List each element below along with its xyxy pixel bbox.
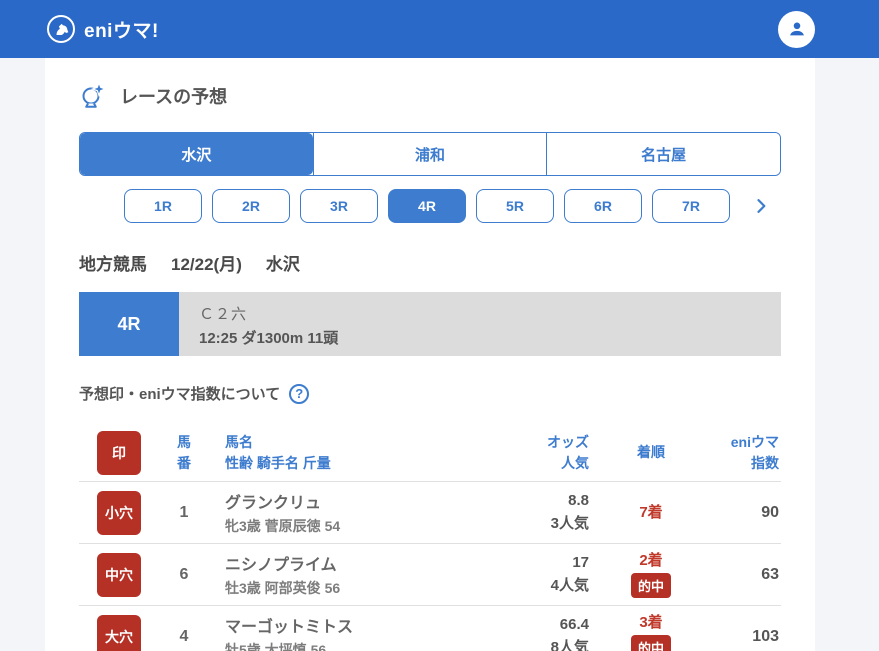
horse-number: 6 xyxy=(179,565,189,583)
help-icon[interactable]: ? xyxy=(289,383,310,404)
race-tab-1r[interactable]: 1R xyxy=(124,189,202,223)
about-label: 予想印・eniウマ指数について xyxy=(79,386,281,403)
popularity-value: 3人気 xyxy=(550,514,589,532)
table-row[interactable]: 小穴 1 グランクリュ 牝3歳 菅原辰徳 54 8.8 3人気 7着 90 xyxy=(79,482,781,544)
header-odds: オッズ 人気 xyxy=(547,434,589,471)
app-logo-text: eniウマ! xyxy=(84,20,159,42)
horse-name: グランクリュ xyxy=(225,495,322,512)
mark-header-badge: 印 xyxy=(97,430,141,475)
hit-badge: 的中 xyxy=(630,634,671,651)
header-index: eniウマ 指数 xyxy=(730,434,779,471)
odds-value: 66.4 xyxy=(559,616,589,633)
race-tab-4r[interactable]: 4R xyxy=(388,189,466,223)
race-category-label: 地方競馬 xyxy=(79,255,147,274)
race-venue-label: 水沢 xyxy=(265,255,300,274)
table-header-row: 印 馬 番 馬名 性齢 騎手名 斤量 オッズ 人気 着順 eniウマ 指数 xyxy=(79,424,781,482)
race-date-label: 12/22(月) xyxy=(171,255,242,274)
horse-number: 1 xyxy=(179,503,189,521)
prediction-mark-badge: 中穴 xyxy=(97,552,141,597)
prediction-mark-badge: 小穴 xyxy=(97,490,141,535)
race-class-name: Ｃ２六 xyxy=(199,306,248,323)
crystal-ball-icon xyxy=(79,82,107,110)
table-row[interactable]: 中穴 6 ニシノプライム 牡3歳 阿部英俊 56 17 4人気 2着 的中 63 xyxy=(79,544,781,606)
venue-tab-urawa[interactable]: 浦和 xyxy=(312,133,547,175)
race-details: 12:25 ダ1300m 11頭 xyxy=(199,330,339,347)
eniuma-index: 90 xyxy=(761,503,779,521)
race-tab-bar: 1R 2R 3R 4R 5R 6R 7R xyxy=(124,188,781,224)
page-title: レースの予想 xyxy=(120,87,228,107)
popularity-value: 4人気 xyxy=(550,576,589,594)
header-result: 着順 xyxy=(637,444,665,461)
race-banner-body: Ｃ２六 12:25 ダ1300m 11頭 xyxy=(179,292,781,356)
hit-badge: 的中 xyxy=(630,572,671,598)
horse-logo-icon xyxy=(46,14,76,44)
race-tab-7r[interactable]: 7R xyxy=(652,189,730,223)
race-tabs-next-button[interactable] xyxy=(751,196,771,216)
venue-tab-nagoya[interactable]: 名古屋 xyxy=(546,133,780,175)
finish-position: 7着 xyxy=(639,503,663,521)
eniuma-index: 103 xyxy=(752,627,779,645)
user-icon xyxy=(786,18,808,40)
header-number: 馬 番 xyxy=(177,434,191,471)
race-tab-3r[interactable]: 3R xyxy=(300,189,378,223)
app-logo[interactable]: eniウマ! xyxy=(46,14,159,44)
table-row[interactable]: 大穴 4 マーゴットミトス 牡5歳 大坪慎 56 66.4 8人気 3着 的中 … xyxy=(79,606,781,651)
eniuma-index: 63 xyxy=(761,565,779,583)
race-number-badge: 4R xyxy=(79,292,179,356)
section-title: レースの予想 xyxy=(79,82,781,110)
header-mark: 印 xyxy=(79,430,159,475)
prediction-table: 印 馬 番 馬名 性齢 騎手名 斤量 オッズ 人気 着順 eniウマ 指数 小穴 xyxy=(79,424,781,651)
horse-name: マーゴットミトス xyxy=(225,619,354,636)
prediction-mark-badge: 大穴 xyxy=(97,614,141,651)
horse-detail: 牡5歳 大坪慎 56 xyxy=(225,642,327,651)
odds-value: 8.8 xyxy=(568,492,589,509)
user-account-button[interactable] xyxy=(778,10,815,48)
race-tab-2r[interactable]: 2R xyxy=(212,189,290,223)
about-line: 予想印・eniウマ指数について ? xyxy=(79,383,781,404)
horse-name: ニシノプライム xyxy=(225,557,337,574)
odds-value: 17 xyxy=(572,554,589,571)
app-header: eniウマ! xyxy=(0,0,879,58)
venue-tab-bar: 水沢 浦和 名古屋 xyxy=(79,132,781,176)
content-card: レースの予想 水沢 浦和 名古屋 1R 2R 3R 4R 5R 6R 7R 地方… xyxy=(45,58,815,651)
race-tab-6r[interactable]: 6R xyxy=(564,189,642,223)
race-banner: 4R Ｃ２六 12:25 ダ1300m 11頭 xyxy=(79,292,781,356)
finish-position: 3着 xyxy=(639,613,663,631)
popularity-value: 8人気 xyxy=(550,638,589,651)
venue-tab-mizusawa[interactable]: 水沢 xyxy=(80,133,313,175)
horse-detail: 牡3歳 阿部英俊 56 xyxy=(225,580,341,596)
horse-detail: 牝3歳 菅原辰徳 54 xyxy=(225,518,341,534)
finish-position: 2着 xyxy=(639,551,663,569)
race-tab-5r[interactable]: 5R xyxy=(476,189,554,223)
chevron-right-icon xyxy=(751,196,771,216)
header-name: 馬名 性齢 騎手名 斤量 xyxy=(225,434,331,471)
horse-number: 4 xyxy=(179,627,189,645)
race-meta-line: 地方競馬 12/22(月) 水沢 xyxy=(79,250,781,275)
